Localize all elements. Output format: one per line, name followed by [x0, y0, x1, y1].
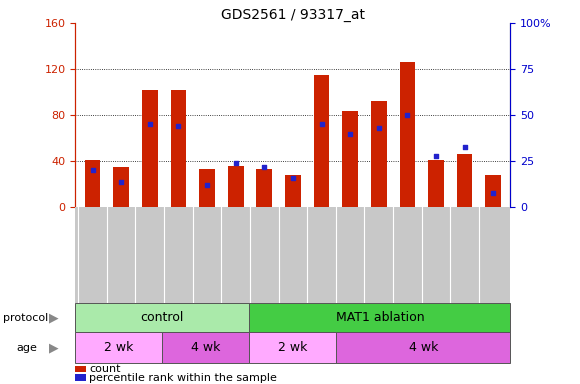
FancyBboxPatch shape	[249, 303, 510, 332]
Bar	[428, 160, 444, 207]
Point	[231, 160, 240, 166]
Point	[488, 190, 498, 196]
Title: GDS2561 / 93317_at: GDS2561 / 93317_at	[221, 8, 365, 22]
FancyBboxPatch shape	[162, 332, 249, 363]
Text: control: control	[141, 311, 184, 324]
Point	[432, 153, 441, 159]
Text: 4 wk: 4 wk	[191, 341, 220, 354]
Text: 2 wk: 2 wk	[278, 341, 307, 354]
Point	[145, 121, 154, 127]
Text: ▶: ▶	[49, 311, 58, 324]
Bar	[314, 75, 329, 207]
Text: percentile rank within the sample: percentile rank within the sample	[89, 373, 277, 383]
Bar	[113, 167, 129, 207]
Bar	[456, 154, 473, 207]
Text: ▶: ▶	[49, 341, 58, 354]
Bar	[400, 62, 415, 207]
Point	[88, 167, 97, 174]
Point	[403, 112, 412, 118]
Bar	[371, 101, 387, 207]
Bar	[342, 111, 358, 207]
Bar	[85, 160, 100, 207]
FancyBboxPatch shape	[75, 303, 249, 332]
Bar	[199, 169, 215, 207]
Point	[346, 131, 355, 137]
Bar	[228, 166, 244, 207]
Text: MAT1 ablation: MAT1 ablation	[336, 311, 424, 324]
Point	[117, 179, 126, 185]
Point	[174, 123, 183, 129]
Bar	[171, 90, 186, 207]
Text: 4 wk: 4 wk	[409, 341, 438, 354]
Bar	[142, 90, 158, 207]
Point	[288, 175, 298, 181]
Text: 2 wk: 2 wk	[104, 341, 133, 354]
Point	[460, 144, 469, 150]
Point	[202, 182, 212, 188]
Point	[317, 121, 326, 127]
FancyBboxPatch shape	[75, 332, 162, 363]
Point	[374, 125, 383, 131]
FancyBboxPatch shape	[249, 332, 336, 363]
Text: age: age	[16, 343, 37, 353]
Bar	[256, 169, 272, 207]
Text: count: count	[89, 364, 121, 374]
Bar	[485, 175, 501, 207]
Bar	[285, 175, 301, 207]
Point	[260, 164, 269, 170]
FancyBboxPatch shape	[336, 332, 510, 363]
Text: protocol: protocol	[3, 313, 48, 323]
